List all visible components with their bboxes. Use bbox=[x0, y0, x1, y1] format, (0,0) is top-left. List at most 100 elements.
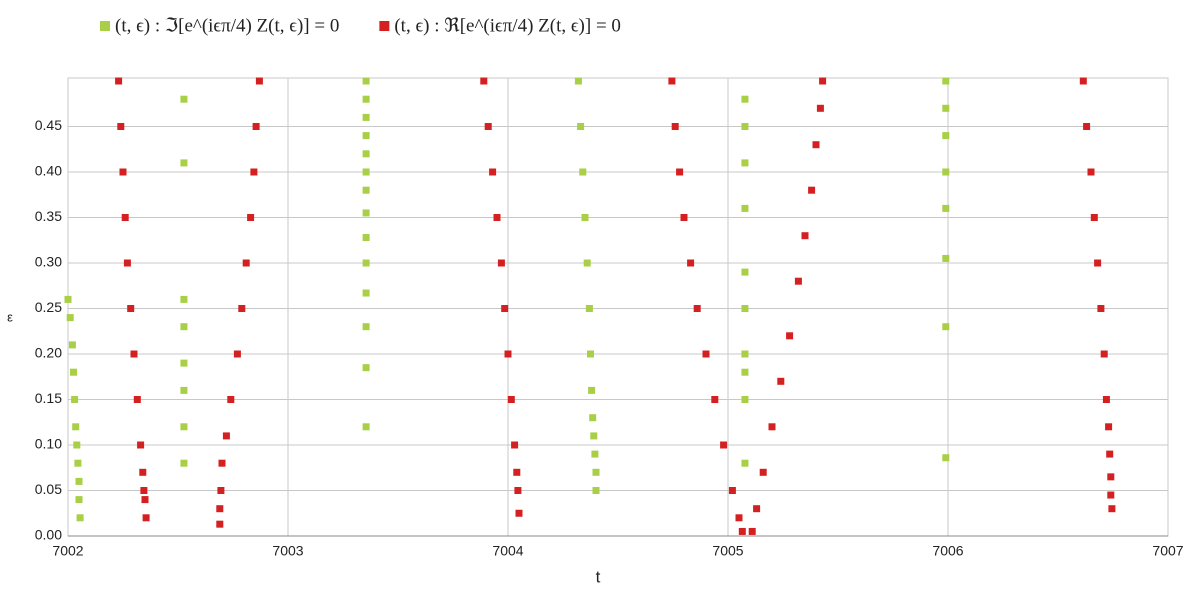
point bbox=[362, 234, 370, 242]
point bbox=[753, 505, 761, 513]
point bbox=[484, 123, 492, 130]
point bbox=[942, 323, 950, 331]
point bbox=[581, 214, 589, 221]
point bbox=[504, 350, 512, 358]
point bbox=[217, 487, 225, 494]
point bbox=[579, 168, 587, 176]
point bbox=[741, 204, 749, 212]
point bbox=[362, 364, 370, 372]
point bbox=[73, 441, 81, 449]
point bbox=[362, 259, 370, 267]
point bbox=[1106, 450, 1114, 458]
point bbox=[141, 496, 149, 504]
point bbox=[768, 423, 776, 431]
point bbox=[68, 341, 76, 349]
point bbox=[511, 441, 519, 449]
point bbox=[514, 487, 522, 494]
y-tick-label: 0.35 bbox=[35, 208, 62, 224]
point bbox=[1079, 77, 1087, 85]
point bbox=[121, 214, 129, 221]
point bbox=[180, 295, 188, 303]
point bbox=[942, 254, 950, 262]
point bbox=[180, 423, 188, 431]
point bbox=[693, 305, 701, 312]
y-tick-label: 0.45 bbox=[35, 117, 62, 133]
point bbox=[591, 450, 599, 458]
point bbox=[66, 314, 74, 322]
x-tick-label: 7007 bbox=[1152, 543, 1183, 559]
point bbox=[741, 95, 749, 103]
point bbox=[216, 520, 224, 528]
point bbox=[942, 168, 950, 176]
point bbox=[585, 305, 593, 312]
point bbox=[227, 396, 235, 403]
point bbox=[480, 77, 488, 85]
point bbox=[497, 259, 505, 267]
point bbox=[501, 305, 509, 312]
point bbox=[741, 350, 749, 358]
point bbox=[238, 305, 246, 312]
point bbox=[702, 350, 710, 358]
plot-area bbox=[67, 77, 1169, 537]
point bbox=[741, 305, 749, 312]
point bbox=[180, 459, 188, 467]
point bbox=[942, 204, 950, 212]
point bbox=[362, 150, 370, 158]
point bbox=[222, 432, 230, 440]
point bbox=[759, 468, 767, 476]
y-tick-label: 0.00 bbox=[35, 527, 62, 543]
point bbox=[233, 350, 241, 358]
x-tick-label: 7006 bbox=[932, 543, 963, 559]
point bbox=[247, 214, 255, 221]
point bbox=[587, 350, 594, 358]
point bbox=[1100, 350, 1108, 358]
point bbox=[777, 377, 785, 385]
point bbox=[127, 305, 135, 312]
point bbox=[668, 77, 676, 85]
point bbox=[687, 259, 695, 267]
point bbox=[71, 396, 79, 403]
point bbox=[123, 259, 131, 267]
point bbox=[362, 95, 370, 103]
y-tick-label: 0.40 bbox=[35, 163, 62, 179]
point bbox=[362, 186, 370, 194]
y-axis-label: ε bbox=[7, 309, 13, 324]
y-tick-label: 0.20 bbox=[35, 345, 62, 361]
point bbox=[362, 168, 370, 176]
point bbox=[1107, 473, 1115, 481]
point bbox=[819, 77, 827, 85]
point bbox=[255, 77, 263, 85]
point bbox=[812, 141, 820, 149]
point bbox=[748, 527, 756, 535]
y-tick-label: 0.10 bbox=[35, 436, 62, 452]
point bbox=[1094, 259, 1102, 267]
point bbox=[590, 432, 598, 440]
y-tick-label: 0.25 bbox=[35, 299, 62, 315]
point bbox=[180, 323, 188, 331]
point bbox=[139, 468, 147, 476]
point bbox=[74, 459, 82, 467]
point bbox=[362, 209, 370, 217]
x-tick-label: 7004 bbox=[492, 543, 523, 559]
point bbox=[64, 295, 72, 303]
point bbox=[711, 396, 719, 403]
point bbox=[515, 509, 523, 517]
point bbox=[741, 123, 749, 130]
point bbox=[680, 214, 688, 221]
x-axis-label: t bbox=[596, 567, 601, 586]
point bbox=[676, 168, 684, 176]
point bbox=[1108, 505, 1116, 513]
point bbox=[741, 159, 749, 167]
point bbox=[362, 132, 370, 140]
point bbox=[72, 423, 80, 431]
point bbox=[588, 386, 596, 394]
point bbox=[513, 468, 521, 476]
point bbox=[362, 423, 370, 431]
point bbox=[741, 368, 749, 376]
point bbox=[942, 104, 950, 112]
legend-swatch bbox=[100, 21, 110, 31]
point bbox=[741, 268, 749, 276]
point bbox=[735, 514, 743, 522]
point bbox=[1083, 123, 1091, 130]
point bbox=[589, 414, 597, 422]
